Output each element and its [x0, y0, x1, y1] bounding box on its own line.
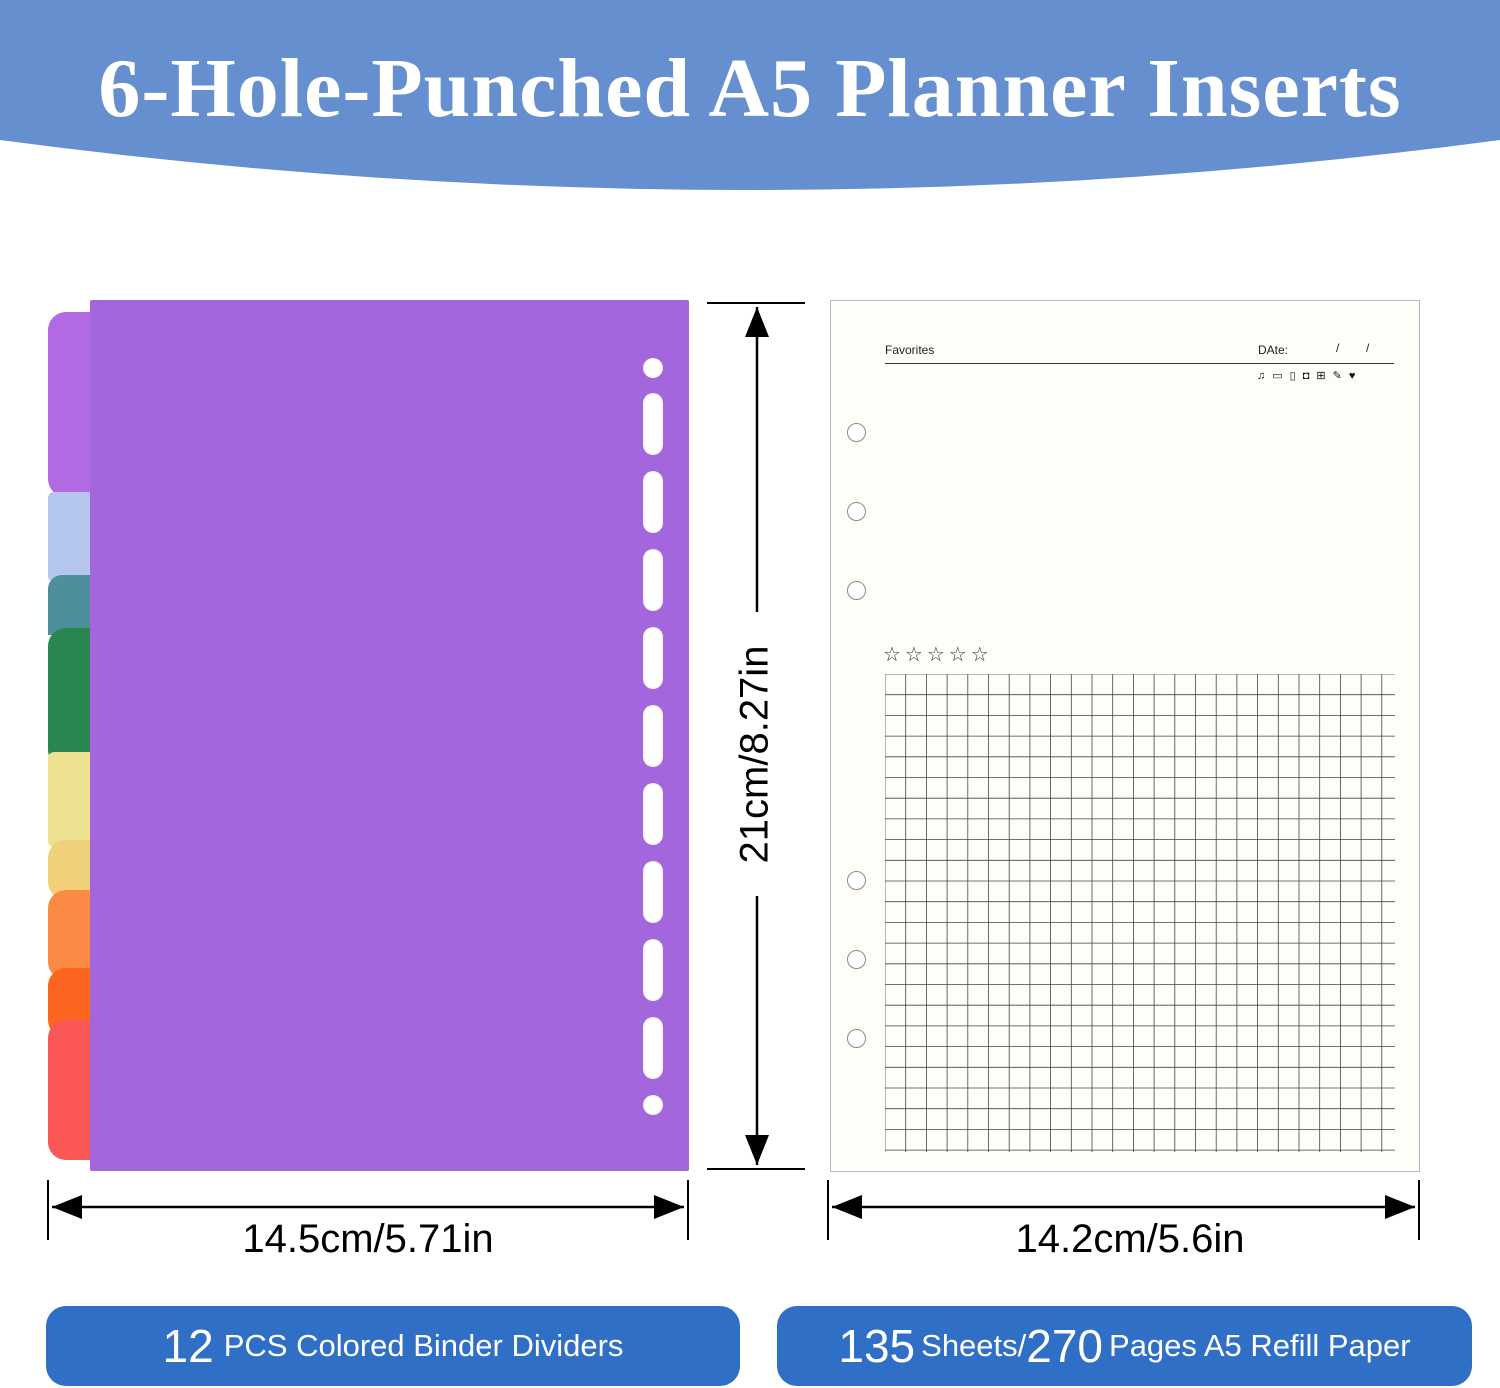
title-banner	[0, 0, 1500, 190]
binder-ring-hole	[847, 502, 866, 521]
refill-width-label: 14.2cm/5.6in	[1015, 1217, 1245, 1261]
dividers-count: 12	[162, 1320, 214, 1372]
music-icon: ♫	[1257, 370, 1273, 382]
category-icons: ♫▭▯◘⊞✎♥	[1257, 369, 1362, 382]
punch-hole	[643, 861, 663, 923]
favorites-heading: Favorites	[885, 343, 935, 357]
height-dimension-label: 21cm/8.27in	[732, 645, 777, 864]
punch-hole	[643, 1095, 663, 1115]
punch-hole	[643, 939, 663, 1001]
date-label: DAte:	[1258, 343, 1289, 357]
binder-ring-hole	[847, 423, 866, 442]
page-title: 6-Hole-Punched A5 Planner Inserts	[98, 42, 1402, 135]
pages-count: 270	[1026, 1320, 1104, 1372]
monitor-icon: ▭	[1272, 370, 1290, 382]
punch-hole	[643, 358, 663, 378]
punch-hole	[643, 783, 663, 845]
tool-icon: ✎	[1332, 370, 1349, 382]
punch-hole	[643, 1017, 663, 1079]
binder-ring-hole	[847, 581, 866, 600]
heart-icon: ♥	[1348, 370, 1363, 382]
date-slashes: / /	[1336, 341, 1370, 355]
camera-icon: ◘	[1302, 370, 1317, 382]
pages-text: Pages A5 Refill Paper	[1109, 1328, 1411, 1363]
dividers-text: PCS Colored Binder Dividers	[223, 1328, 624, 1363]
binder-ring-hole	[847, 871, 866, 890]
binder-ring-hole	[847, 1029, 866, 1048]
punch-hole	[643, 393, 663, 455]
binder-divider-sheet	[90, 300, 689, 1171]
punch-hole	[643, 471, 663, 533]
punch-hole	[643, 627, 663, 689]
punch-hole	[643, 549, 663, 611]
sheets-text: Sheets/	[921, 1328, 1027, 1363]
phone-icon: ▯	[1289, 370, 1303, 382]
grid-paper-area	[885, 674, 1395, 1152]
header-rule	[885, 363, 1394, 364]
dividers-info-badge: 12 PCS Colored Binder Dividers	[46, 1306, 740, 1386]
punch-hole	[643, 705, 663, 767]
divider-width-label: 14.5cm/5.71in	[242, 1217, 494, 1261]
refill-paper-page: Favorites DAte: / / ♫▭▯◘⊞✎♥ ☆☆☆☆☆	[830, 300, 1420, 1172]
rating-stars: ☆☆☆☆☆	[883, 644, 993, 666]
sheets-count: 135	[838, 1320, 916, 1372]
refill-info-badge: 135 Sheets/ 270 Pages A5 Refill Paper	[777, 1306, 1472, 1386]
binder-ring-hole	[847, 950, 866, 969]
cart-icon: ⊞	[1316, 370, 1333, 382]
